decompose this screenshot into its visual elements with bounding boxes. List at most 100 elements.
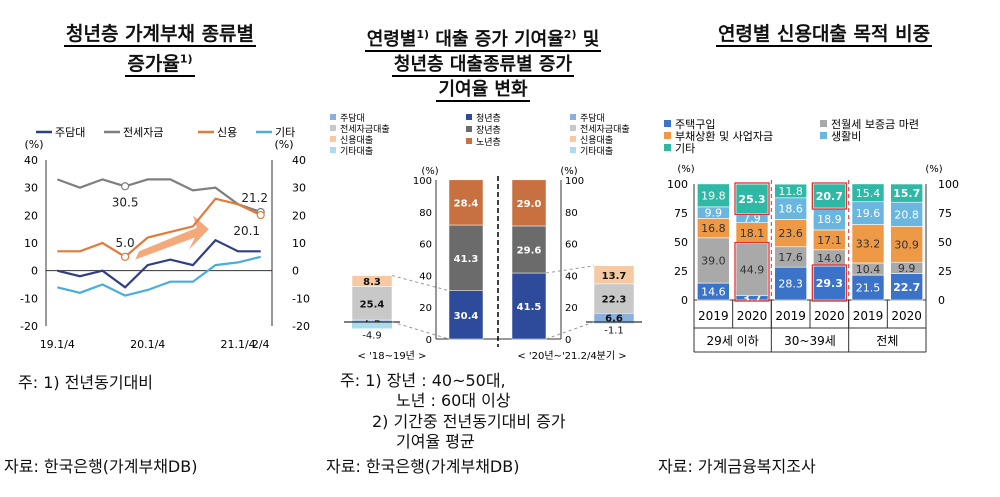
annotation-marker xyxy=(256,210,265,220)
annotation-label: 30.5 xyxy=(112,195,139,209)
y-unit-right: (%) xyxy=(274,138,293,151)
y-tick-left: 40 xyxy=(24,154,38,167)
age-bar-segment xyxy=(511,179,547,227)
type-bar-label: 13.7 xyxy=(602,271,627,282)
y-tick-left: 50 xyxy=(674,236,688,249)
age-bar-segment xyxy=(448,224,484,291)
x-tick-label: 2019 xyxy=(853,309,884,323)
bar-value-label: 20.8 xyxy=(894,208,919,221)
panel1-note: 주: 1) 전년동기대비 xyxy=(18,373,154,392)
highlight-box xyxy=(811,264,847,302)
bar-value-label: 16.8 xyxy=(701,222,726,235)
y-tick-right: 0 xyxy=(565,335,571,346)
y-tick-right: 0 xyxy=(938,294,945,307)
y-unit-left: (%) xyxy=(677,164,694,175)
y-tick-left: -10 xyxy=(20,292,38,305)
bar-segment xyxy=(890,183,923,203)
bar-value-label: 18.9 xyxy=(817,213,842,226)
y-tick-left: 80 xyxy=(419,208,432,219)
legend-label: 생활비 xyxy=(831,129,861,143)
bar-value-label: 18.1 xyxy=(740,227,765,240)
connector xyxy=(545,321,595,340)
y-tick-left: -20 xyxy=(20,320,38,333)
x-tick-label: 2020 xyxy=(891,309,922,323)
y-tick-left: 0 xyxy=(426,335,432,346)
bar-value-label: 9.9 xyxy=(705,207,723,220)
y-tick-right: 100 xyxy=(938,178,959,191)
legend-swatch xyxy=(466,126,472,132)
bar-segment xyxy=(813,265,846,301)
bar-segment xyxy=(851,183,885,203)
bar-value-label: 9.9 xyxy=(898,262,916,275)
legend-label-mid: 청년층 xyxy=(476,113,501,124)
legend-label: 전월세 보증금 마련 xyxy=(831,118,919,131)
panel3-title: 연령별 신용대출 목적 비중 xyxy=(715,23,933,47)
legend-swatch xyxy=(466,138,472,144)
bar-value-label: 25.3 xyxy=(738,193,765,206)
y-unit-left: (%) xyxy=(421,166,438,177)
panel2-note-3: 2) 기간중 전년동기대비 증가 xyxy=(372,412,566,431)
highlight-box xyxy=(734,182,770,215)
annotation-marker xyxy=(120,182,130,191)
type-bar-segment xyxy=(593,283,635,314)
series-line-2 xyxy=(57,197,262,259)
y-tick-left: 60 xyxy=(419,240,432,251)
bar-segment xyxy=(890,226,923,263)
legend-label: 부채상환 및 사업자금 xyxy=(675,130,773,143)
type-bar-segment xyxy=(593,265,635,285)
legend-swatch xyxy=(570,114,576,120)
highlight-box xyxy=(734,241,770,302)
bar-segment xyxy=(735,243,769,297)
bar-segment xyxy=(774,266,807,301)
bar-segment xyxy=(851,274,885,301)
y-tick-left: 100 xyxy=(667,178,688,191)
bar-value-label: 19.8 xyxy=(701,189,726,202)
bar-value-label: 19.6 xyxy=(856,207,881,220)
group-label: 전체 xyxy=(876,334,898,348)
bar-value-label: 23.6 xyxy=(778,227,803,240)
y-tick-right: 75 xyxy=(938,207,952,220)
y-tick-right: 10 xyxy=(292,237,306,250)
y-tick-right: 80 xyxy=(565,208,578,219)
series-line-3 xyxy=(57,255,261,297)
x-tick-label: 2/4 xyxy=(252,338,270,350)
trend-arrow xyxy=(135,215,209,260)
bar-segment xyxy=(735,183,769,214)
legend-swatch xyxy=(664,132,671,139)
legend-label: 신용 xyxy=(217,126,237,139)
bar-value-label: 11.8 xyxy=(778,185,803,198)
bar-value-label: 17.1 xyxy=(817,234,842,247)
period-label: < '18~19년 > xyxy=(358,350,427,362)
annotation-label: 21.2 xyxy=(241,191,268,205)
connector xyxy=(391,321,450,340)
x-tick-label: 19.1/4 xyxy=(40,338,75,350)
y-tick-right: 40 xyxy=(292,154,306,167)
x-tick-label: 2019 xyxy=(698,309,729,323)
panel2-note-2: 노년 : 60대 이상 xyxy=(396,391,511,410)
bar-segment xyxy=(890,273,923,301)
panel-young-debt-growth: 청년층 가계부채 종류별 증가율1) (%) (%) -20 -20 -10 -10 0 0 1… xyxy=(0,0,320,497)
panel3-source: 자료: 가계금융복지조사 xyxy=(658,457,816,476)
y-tick-right: 50 xyxy=(938,236,952,249)
connector xyxy=(545,265,595,274)
group-label: 29세 이하 xyxy=(707,334,759,348)
y-tick-right: 20 xyxy=(565,303,578,314)
age-bar-label: 30.4 xyxy=(454,311,479,322)
age-bar-label: 29.0 xyxy=(517,199,542,210)
y-tick-left: 40 xyxy=(419,271,432,282)
legend-label: 기타 xyxy=(675,142,695,155)
annotation-label: 5.0 xyxy=(116,236,135,250)
type-bar-segment xyxy=(352,322,392,329)
legend-swatch xyxy=(330,125,336,131)
bar-segment xyxy=(697,237,730,284)
y-tick-left: 20 xyxy=(419,303,432,314)
y-tick-left: 25 xyxy=(674,265,688,278)
age-bar-segment xyxy=(511,272,547,340)
y-tick-left: 30 xyxy=(24,182,38,195)
legend-label-right: 전세자금대출 xyxy=(580,124,630,135)
type-bar-label: 25.4 xyxy=(360,299,385,310)
bar-value-label: 15.4 xyxy=(856,187,881,200)
type-bar-label: 22.3 xyxy=(602,295,627,306)
legend-swatch xyxy=(570,136,576,142)
